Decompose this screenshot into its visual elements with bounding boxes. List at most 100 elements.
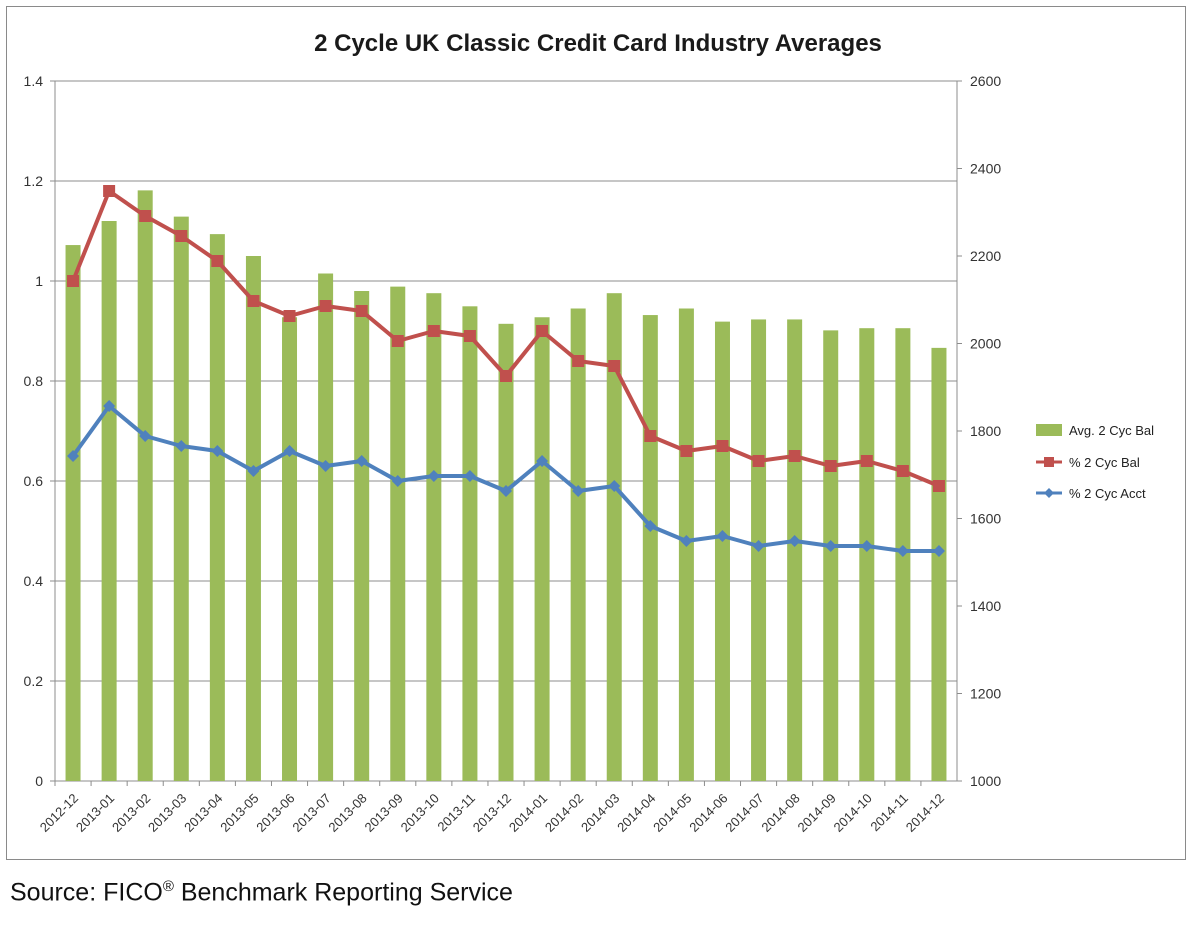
x-tick-label: 2014-06 [686, 791, 730, 835]
x-tick-label: 2013-04 [181, 791, 225, 835]
data-point [211, 445, 224, 457]
bar [209, 234, 225, 781]
data-point [247, 465, 260, 477]
data-point [788, 535, 801, 547]
data-point [752, 540, 765, 552]
right-tick-label: 1200 [970, 686, 1001, 702]
legend-marker [1044, 488, 1054, 498]
bar [534, 317, 550, 781]
bar [101, 221, 117, 781]
bar [390, 286, 406, 781]
left-tick-label: 1 [35, 273, 43, 289]
source-prefix: Source: FICO [10, 878, 163, 907]
left-tick-label: 0.2 [24, 673, 44, 689]
right-tick-label: 1800 [970, 423, 1001, 439]
data-point [175, 440, 188, 452]
source-note: Source: FICO® Benchmark Reporting Servic… [10, 878, 513, 907]
left-tick-label: 1.2 [24, 173, 44, 189]
data-point [319, 300, 332, 312]
bar [606, 293, 622, 781]
data-point [608, 360, 621, 372]
x-tick-label: 2012-12 [37, 791, 81, 835]
data-point [391, 335, 404, 347]
data-point [67, 450, 80, 462]
bar [173, 216, 189, 781]
data-point [355, 305, 368, 317]
x-tick-label: 2013-08 [325, 791, 369, 835]
data-point [536, 455, 549, 467]
data-point [103, 185, 116, 197]
data-point [680, 445, 693, 457]
data-point [463, 470, 476, 482]
data-point [824, 540, 837, 552]
x-tick-label: 2013-09 [362, 791, 406, 835]
x-tick-label: 2013-05 [217, 791, 261, 835]
left-tick-label: 0.6 [24, 473, 44, 489]
x-tick-label: 2014-05 [650, 791, 694, 835]
data-point [572, 485, 585, 497]
right-tick-label: 1400 [970, 598, 1001, 614]
legend-label: % 2 Cyc Bal [1069, 455, 1140, 470]
registered-mark: ® [162, 878, 174, 895]
data-point [608, 480, 621, 492]
x-tick-label: 2014-12 [903, 791, 947, 835]
data-point [355, 455, 368, 467]
legend-marker [1044, 457, 1054, 467]
data-point [644, 520, 657, 532]
data-point [175, 230, 188, 242]
data-point [788, 450, 801, 462]
data-point [824, 460, 837, 472]
x-tick-label: 2014-08 [758, 791, 802, 835]
data-point [716, 530, 729, 542]
bar [498, 323, 514, 781]
legend-label: % 2 Cyc Acct [1069, 486, 1146, 501]
x-tick-label: 2013-10 [398, 791, 442, 835]
data-point [139, 430, 152, 442]
bar [570, 308, 586, 781]
bar [137, 190, 153, 781]
bar [426, 293, 442, 781]
data-point [427, 470, 440, 482]
bar [859, 328, 875, 781]
data-point [860, 455, 873, 467]
left-tick-label: 0.4 [24, 573, 44, 589]
x-tick-label: 2013-02 [109, 791, 153, 835]
x-tick-label: 2014-11 [867, 791, 911, 835]
data-point [572, 355, 585, 367]
data-point [716, 440, 729, 452]
x-tick-label: 2013-01 [73, 791, 117, 835]
bar [282, 317, 298, 781]
data-point [427, 325, 440, 337]
right-tick-label: 2000 [970, 336, 1001, 352]
x-tick-label: 2014-02 [542, 791, 586, 835]
x-tick-label: 2014-04 [614, 791, 658, 835]
source-suffix: Benchmark Reporting Service [173, 878, 513, 907]
right-tick-label: 2600 [970, 73, 1001, 89]
x-tick-label: 2013-03 [145, 791, 189, 835]
right-tick-label: 2200 [970, 248, 1001, 264]
chart-title: 2 Cycle UK Classic Credit Card Industry … [314, 30, 882, 57]
data-point [500, 370, 512, 382]
data-point [896, 465, 909, 477]
x-tick-label: 2013-12 [470, 791, 514, 835]
bar [787, 319, 803, 781]
bar [931, 347, 947, 781]
x-tick-label: 2013-06 [253, 791, 297, 835]
bar [245, 256, 261, 781]
x-tick-label: 2013-11 [434, 791, 478, 835]
x-tick-label: 2013-07 [289, 791, 333, 835]
legend-swatch [1036, 424, 1062, 436]
line-series [67, 185, 945, 557]
data-point [463, 330, 476, 342]
bar [65, 245, 81, 781]
bar [642, 315, 658, 781]
data-point [680, 535, 693, 547]
right-tick-label: 1000 [970, 773, 1001, 789]
data-point [752, 455, 765, 467]
bar [318, 273, 334, 781]
data-point [391, 475, 404, 487]
legend-label: Avg. 2 Cyc Bal [1069, 423, 1154, 438]
data-point [500, 485, 512, 497]
x-tick-label: 2014-10 [831, 791, 875, 835]
x-tick-label: 2014-07 [722, 791, 766, 835]
